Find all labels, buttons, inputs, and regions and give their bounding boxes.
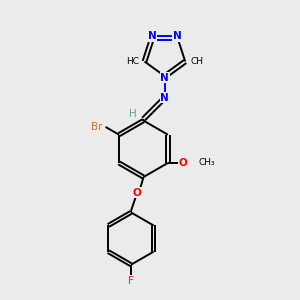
Text: N: N — [160, 93, 169, 103]
Text: N: N — [148, 31, 157, 41]
Text: N: N — [173, 31, 182, 41]
Text: O: O — [179, 158, 188, 168]
Text: CH: CH — [190, 57, 204, 66]
Text: HC: HC — [126, 57, 139, 66]
Text: Br: Br — [91, 122, 103, 132]
Text: N: N — [160, 73, 169, 83]
Text: O: O — [133, 188, 141, 197]
Text: H: H — [129, 109, 137, 119]
Text: F: F — [128, 276, 134, 286]
Text: CH₃: CH₃ — [199, 158, 215, 167]
